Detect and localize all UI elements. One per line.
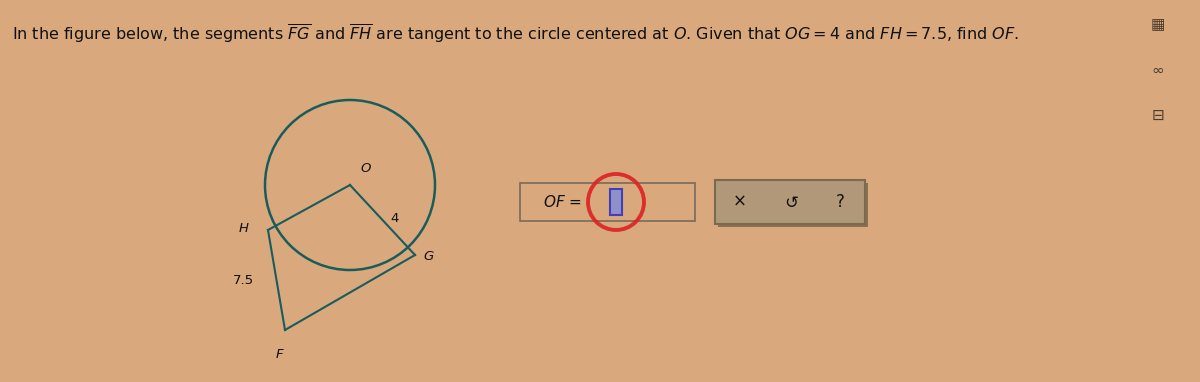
- Text: $OF$ =: $OF$ =: [542, 194, 581, 210]
- Bar: [715, 180, 865, 224]
- Text: ⊟: ⊟: [1152, 107, 1164, 123]
- Text: ?: ?: [835, 193, 845, 211]
- Text: ×: ×: [733, 193, 746, 211]
- Bar: [520, 183, 695, 221]
- Bar: [610, 189, 622, 215]
- Text: $O$: $O$: [360, 162, 372, 175]
- Text: In the figure below, the segments $\overline{FG}$ and $\overline{FH}$ are tangen: In the figure below, the segments $\over…: [12, 22, 1019, 45]
- Text: $F$: $F$: [275, 348, 284, 361]
- Text: $G$: $G$: [424, 251, 434, 264]
- Text: 4: 4: [390, 212, 398, 225]
- Text: $H$: $H$: [239, 222, 250, 235]
- Text: 7.5: 7.5: [233, 274, 254, 286]
- Text: $\circlearrowleft$: $\circlearrowleft$: [781, 193, 799, 211]
- Text: ▦: ▦: [1151, 18, 1165, 32]
- Bar: [718, 183, 868, 227]
- Text: ∞: ∞: [1152, 63, 1164, 78]
